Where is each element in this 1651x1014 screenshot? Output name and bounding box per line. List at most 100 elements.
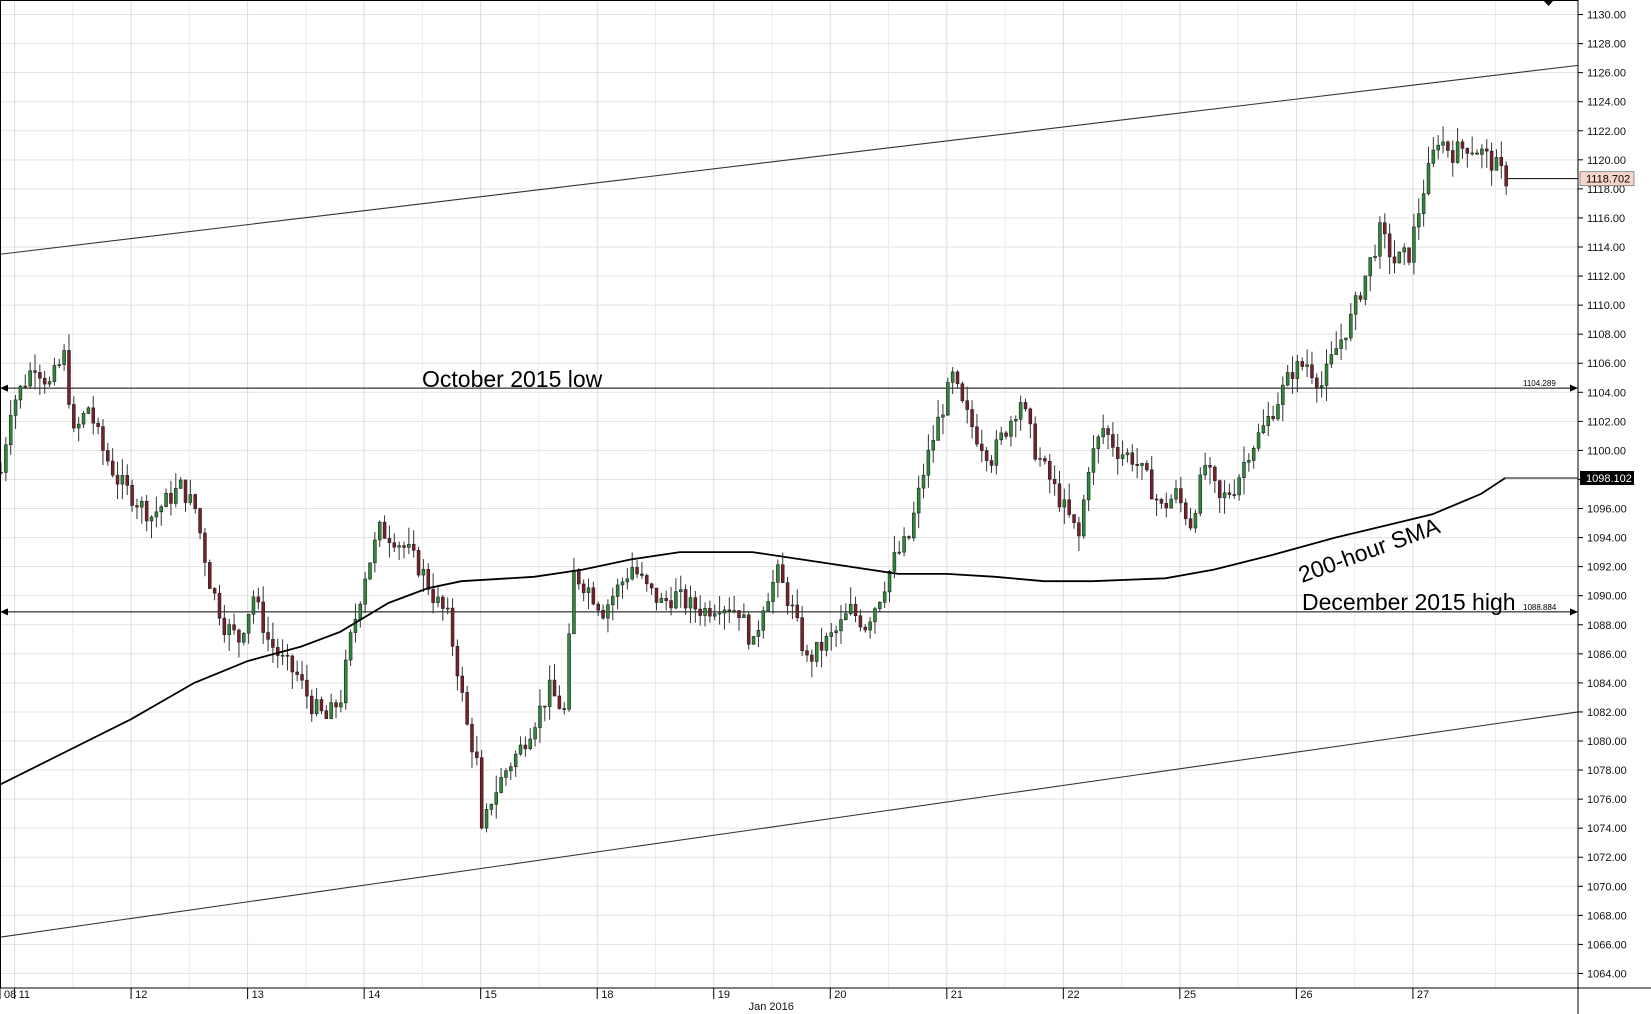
candle-body xyxy=(251,596,256,615)
candle-body xyxy=(96,422,100,427)
candle-body xyxy=(411,543,416,551)
candle-body xyxy=(921,474,926,489)
candle-body xyxy=(81,413,86,425)
candle-body xyxy=(882,591,887,603)
candle-body xyxy=(110,460,115,476)
candle-body xyxy=(1256,432,1261,449)
candle-body xyxy=(581,583,586,593)
candle-body xyxy=(538,705,542,728)
candle-body xyxy=(1174,488,1178,500)
candle-body xyxy=(1251,447,1256,461)
candle-body xyxy=(212,588,217,594)
y-tick-label: 1100.00 xyxy=(1587,445,1626,457)
candle-body xyxy=(756,630,761,637)
candle-body xyxy=(897,551,902,554)
x-tick-label: 21 xyxy=(951,989,963,1001)
y-tick-label: 1070.00 xyxy=(1587,881,1627,893)
candle-body xyxy=(1023,402,1028,410)
candle-body xyxy=(1480,148,1484,155)
candle-body xyxy=(703,608,707,616)
candle-body xyxy=(727,609,732,613)
candle-body xyxy=(1154,498,1159,501)
sma-path xyxy=(0,477,1506,786)
candle-body xyxy=(164,492,168,508)
x-axis: 08 11 12 13 14 15 18 19 20 21 22 25 26 27 Jan 2016 xyxy=(0,988,1429,1013)
candle-body xyxy=(732,610,736,613)
candle-body xyxy=(523,744,528,750)
candle-body xyxy=(654,587,659,603)
candle-body xyxy=(329,702,333,719)
candle-body xyxy=(936,416,940,441)
candle-body xyxy=(1383,222,1387,235)
candle-body xyxy=(183,479,188,503)
candle-body xyxy=(664,598,668,601)
candle-body xyxy=(1339,339,1343,349)
candle-body xyxy=(698,608,702,616)
candle-body xyxy=(557,695,562,709)
candle-body xyxy=(387,538,392,544)
candle-body xyxy=(1412,226,1416,263)
x-tick-label: 25 xyxy=(1184,989,1196,1001)
candle-body xyxy=(1266,416,1271,426)
candle-body xyxy=(1232,494,1237,496)
candle-body xyxy=(479,757,484,829)
candle-body xyxy=(149,516,154,522)
x-tick-label: 15 xyxy=(485,989,497,1001)
candle-body xyxy=(1086,471,1091,501)
candle-body xyxy=(295,671,299,675)
candle-body xyxy=(989,460,994,466)
candle-body xyxy=(863,626,868,631)
x-tick-label: 08 xyxy=(4,989,16,1001)
candle-body xyxy=(513,753,518,767)
candle-body xyxy=(368,562,372,580)
candle-body xyxy=(76,423,81,429)
candle-body xyxy=(188,494,193,503)
candle-body xyxy=(72,404,76,429)
candle-body xyxy=(1057,483,1062,508)
arrow-right-icon xyxy=(1570,384,1578,392)
candle-body xyxy=(484,809,489,829)
candle-body xyxy=(130,485,134,506)
candle-body xyxy=(271,639,275,648)
candle-body xyxy=(1101,428,1105,438)
candle-body xyxy=(586,587,591,593)
candle-body xyxy=(1169,498,1173,509)
candle-body xyxy=(693,597,698,610)
candle-body xyxy=(635,567,639,575)
candle-body xyxy=(873,608,877,623)
candle-body xyxy=(1344,337,1348,341)
arrow-left-icon xyxy=(0,384,8,392)
level-value-label: 1088.884 xyxy=(1523,603,1557,612)
candle-body xyxy=(785,582,790,606)
candle-body xyxy=(125,475,129,486)
candle-body xyxy=(343,659,348,704)
candle-body xyxy=(1319,385,1324,388)
candle-body xyxy=(1038,458,1042,460)
grid xyxy=(0,0,1578,988)
candle-body xyxy=(1164,503,1169,509)
candle-body xyxy=(844,613,848,620)
candle-body xyxy=(1111,434,1115,448)
candle-body xyxy=(460,675,465,693)
candle-body xyxy=(795,604,800,618)
y-tick-label: 1074.00 xyxy=(1587,823,1627,835)
candle-body xyxy=(892,552,897,572)
candle-body xyxy=(1247,460,1251,463)
y-tick-label: 1092.00 xyxy=(1587,562,1627,574)
candle-body xyxy=(1115,447,1120,459)
candle-body xyxy=(217,592,222,619)
candle-body xyxy=(839,619,843,632)
candle-body xyxy=(144,500,149,522)
y-tick-label: 1064.00 xyxy=(1587,968,1627,980)
candle-body xyxy=(853,604,858,617)
candle-body xyxy=(999,432,1003,441)
candle-body xyxy=(810,654,814,662)
candle-body xyxy=(1179,488,1183,504)
candle-body xyxy=(591,587,596,605)
candle-body xyxy=(926,449,931,476)
y-tick-label: 1126.00 xyxy=(1587,68,1626,80)
candle-body xyxy=(426,569,431,590)
candle-body xyxy=(445,607,450,610)
candle-body xyxy=(305,679,309,697)
candle-body xyxy=(169,492,173,504)
